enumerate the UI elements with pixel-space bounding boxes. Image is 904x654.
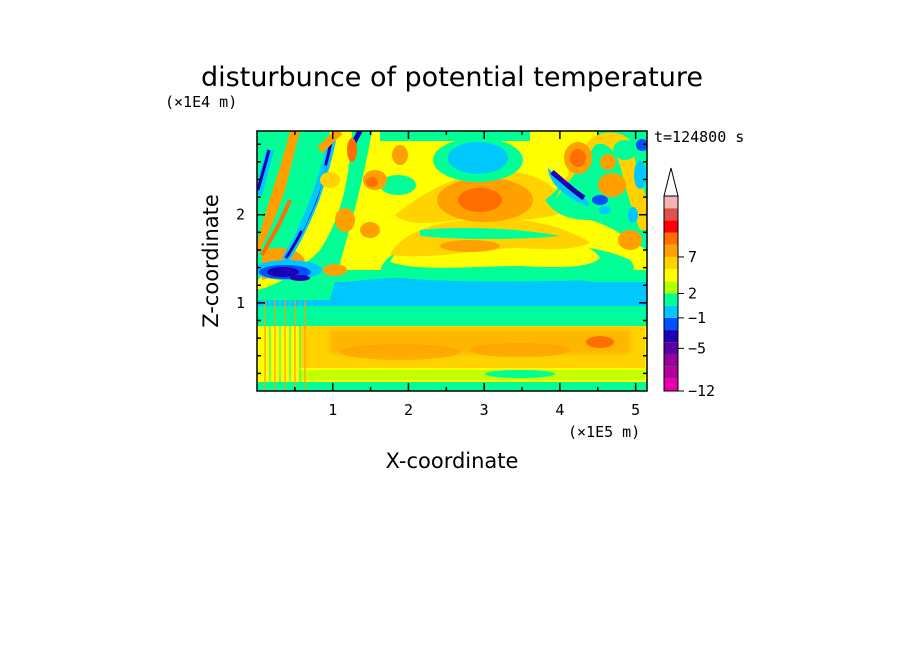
top-cold-patch	[448, 142, 508, 174]
time-label: t=124800 s	[654, 128, 744, 146]
colorbar-swatch	[664, 305, 678, 318]
chart-title: disturbunce of potential temperature	[201, 62, 703, 93]
y-tick-label: 2	[236, 206, 245, 224]
colorbar: −12−5−127	[663, 167, 715, 400]
mid-cyan-swell	[320, 276, 620, 304]
colorbar-label: 7	[688, 248, 697, 266]
colorbar-swatch	[664, 342, 678, 355]
near-surface-patch	[485, 370, 555, 378]
x-tick-label: 3	[480, 401, 489, 419]
upper-warm-patch	[440, 240, 500, 252]
plot-frame	[256, 130, 648, 392]
colorbar-swatch	[664, 220, 678, 233]
colorbar-extend-arrow	[663, 167, 679, 197]
colorbar-swatch	[664, 366, 678, 379]
colorbar-swatch	[664, 354, 678, 367]
lower-warm-patch-2	[470, 343, 570, 357]
near-surface-band	[257, 382, 647, 391]
colorbar-swatch	[664, 244, 678, 257]
colorbar-swatch	[664, 378, 678, 391]
y-unit-label: (×1E4 m)	[165, 93, 237, 111]
colorbar-swatch	[664, 196, 678, 209]
colorbar-swatch	[664, 330, 678, 343]
upper-green-strip	[420, 228, 560, 239]
x-unit-label: (×1E5 m)	[568, 423, 640, 441]
colorbar-swatch	[664, 269, 678, 282]
near-surface-band-2	[300, 370, 645, 380]
x-tick-label: 2	[404, 401, 413, 419]
colorbar-swatch	[664, 293, 678, 306]
mid-green-band-bottom	[257, 306, 647, 318]
colorbar-label: 2	[688, 285, 697, 303]
x-tick-label: 1	[328, 401, 337, 419]
lower-warm-patch-3	[586, 336, 614, 348]
top-green-strip	[380, 131, 530, 141]
top-green-patch	[380, 175, 416, 195]
field-plot-area	[257, 131, 647, 391]
x-axis: 1 2 3 4 5	[294, 131, 640, 419]
y-axis: 12	[236, 143, 647, 375]
right-wave-region	[545, 131, 647, 250]
colorbar-swatch	[664, 317, 678, 331]
colorbar-label: −5	[688, 339, 706, 357]
colorbar-swatch	[664, 281, 678, 294]
lower-warm-patch-1	[340, 344, 460, 360]
colorbar-label: −12	[688, 382, 715, 400]
x-tick-label: 5	[631, 401, 640, 419]
colorbar-swatch	[664, 208, 678, 221]
warm-core	[458, 188, 502, 212]
colorbar-label: −1	[688, 309, 706, 327]
colorbar-swatch	[664, 232, 678, 245]
colorbar-swatch	[664, 256, 678, 270]
left-wave-region	[257, 131, 408, 391]
y-tick-label: 1	[236, 294, 245, 312]
y-axis-label: Z-coordinate	[199, 194, 223, 328]
x-axis-label: X-coordinate	[386, 449, 519, 473]
x-tick-label: 4	[555, 401, 564, 419]
